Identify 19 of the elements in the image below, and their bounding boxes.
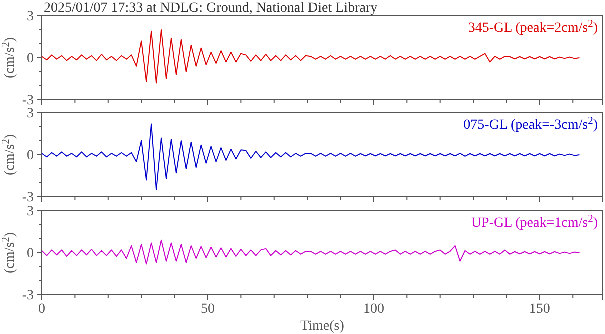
x-tick-label: 100 [363,302,384,317]
y-tick-label: 3 [27,9,34,24]
chart-title: 2025/01/07 17:33 at NDLG: Ground, National Diet Library [44,1,378,16]
x-tick-label: 150 [529,302,550,317]
y-tick-label: -3 [22,288,34,304]
y-tick-label: 0 [27,51,34,66]
y-tick-label: -3 [22,190,34,206]
x-tick-label: 0 [38,302,46,317]
y-tick-label: 3 [27,106,34,122]
series-label: UP-GL (peak=1cm/s$^{2}$) [471,214,598,231]
x-axis-title: Time(s) [300,319,345,334]
y-tick-label: 0 [27,246,34,262]
line-series [42,240,580,265]
x-tick-label: 50 [200,302,215,317]
y-tick-label: -3 [22,93,34,108]
series-label: 345-GL (peak=2cm/s$^{2}$) [468,18,598,36]
series-label: 075-GL (peak=-3cm/s$^{2}$) [464,116,598,133]
y-tick-label: 0 [27,148,34,164]
y-tick-label: 3 [27,204,34,220]
